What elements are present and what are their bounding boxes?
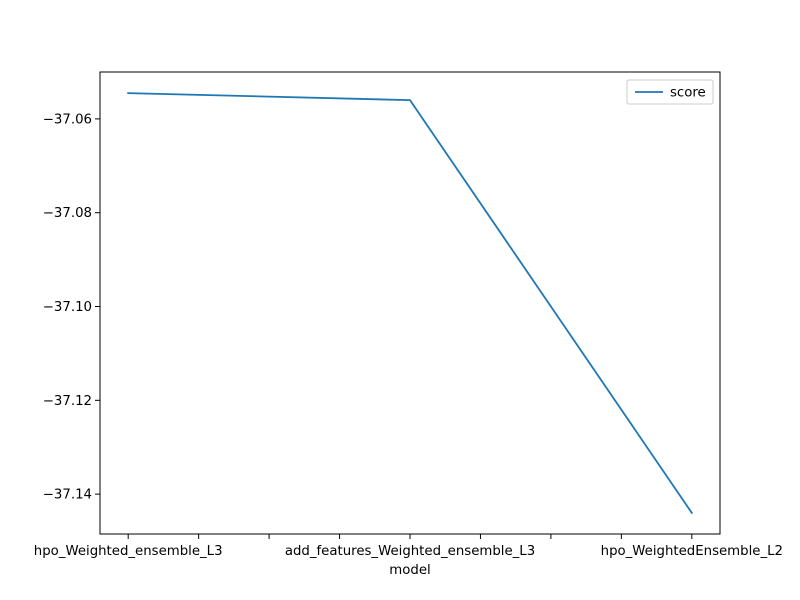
plot-area: [99, 71, 721, 535]
legend: score: [626, 79, 714, 105]
y-tick-label: −37.14: [43, 488, 92, 503]
plot-frame: [99, 71, 721, 535]
y-tick-label: −37.10: [43, 300, 92, 315]
legend-entry: score: [670, 86, 706, 101]
x-axis: hpo_Weighted_ensemble_L3 add_features_Wei…: [34, 534, 783, 559]
y-tick-label: −37.08: [43, 206, 92, 221]
x-tick-label: hpo_WeightedEnsemble_L2: [601, 544, 783, 559]
y-tick-label: −37.06: [43, 112, 92, 127]
y-axis: −37.14 −37.12 −37.10 −37.08 −37.06: [43, 112, 100, 503]
legend-box: [626, 79, 714, 105]
x-tick-label: add_features_Weighted_ensemble_L3: [285, 544, 535, 559]
y-tick-label: −37.12: [43, 394, 92, 409]
x-tick-label: hpo_Weighted_ensemble_L3: [34, 544, 223, 559]
series-layer: [127, 92, 694, 515]
x-axis-title: model: [389, 563, 430, 578]
